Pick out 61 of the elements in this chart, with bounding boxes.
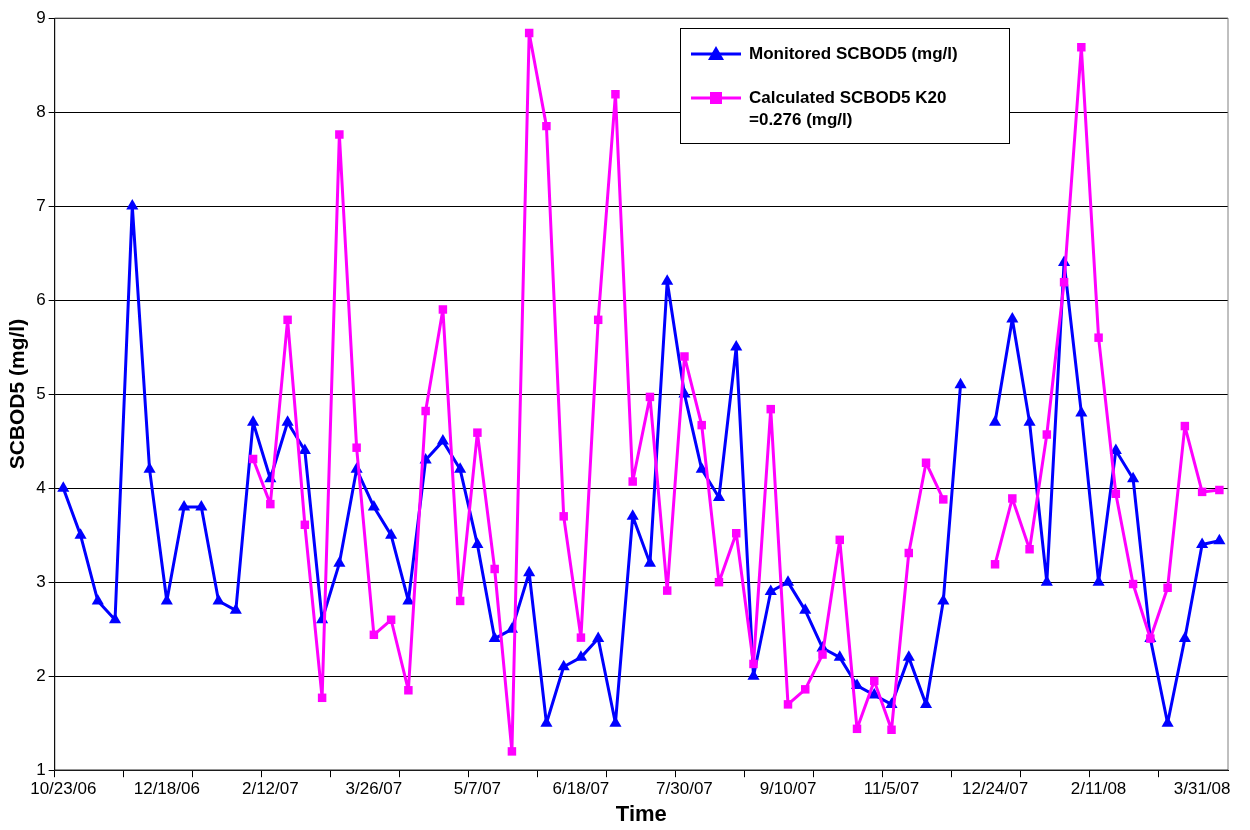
point	[490, 564, 499, 574]
x-tick-label: 10/23/06	[30, 779, 97, 799]
y-tick-label: 8	[36, 101, 46, 121]
point	[870, 676, 879, 686]
point	[1163, 583, 1172, 593]
y-tick-label: 9	[36, 7, 46, 27]
y-tick-label: 1	[36, 759, 46, 779]
x-tick-label: 12/18/06	[133, 779, 200, 799]
point	[628, 477, 637, 486]
x-axis-title: Time	[615, 800, 667, 826]
x-tick-label: 12/24/07	[961, 779, 1029, 799]
x-tick-label: 5/7/07	[453, 779, 502, 799]
point	[352, 443, 361, 452]
x-tick-label: 9/10/07	[759, 779, 817, 799]
point	[939, 495, 948, 504]
y-tick-label: 6	[36, 289, 46, 309]
point	[801, 685, 810, 694]
point	[697, 420, 706, 430]
point	[404, 686, 413, 695]
point	[662, 586, 672, 595]
y-axis-title: SCBOD5 (mg/l)	[5, 318, 29, 470]
x-tick-label: 3/31/08	[1173, 779, 1231, 799]
x-tick-label: 2/12/07	[241, 779, 299, 799]
point	[1042, 430, 1052, 439]
point	[438, 305, 448, 314]
point	[818, 650, 827, 659]
point	[335, 130, 344, 139]
point	[542, 121, 551, 131]
y-tick-label: 4	[36, 477, 46, 497]
x-tick-label: 11/5/07	[863, 779, 920, 799]
point	[1008, 494, 1017, 503]
point	[783, 700, 793, 709]
point	[1025, 545, 1034, 554]
point	[887, 725, 896, 735]
y-tick-label: 3	[36, 571, 46, 591]
point	[559, 512, 568, 521]
point	[507, 747, 517, 756]
point	[576, 633, 586, 642]
x-tick-label: 7/30/07	[656, 779, 713, 799]
point	[1094, 333, 1103, 342]
point	[266, 499, 275, 509]
point	[473, 428, 482, 437]
legend-label: Monitored SCBOD5 (mg/l)	[749, 43, 959, 65]
point	[766, 404, 775, 414]
point	[990, 560, 1000, 569]
point	[1215, 485, 1224, 495]
point	[680, 352, 689, 361]
y-tick-label: 5	[36, 383, 46, 403]
point	[749, 659, 758, 669]
x-tick-label: 3/26/07	[345, 779, 403, 799]
point	[421, 406, 430, 416]
point	[731, 529, 741, 538]
point	[611, 89, 620, 99]
legend-label: Calculated SCBOD5 K20 =0.276 (mg/l)	[749, 87, 948, 131]
x-tick-label: 2/11/08	[1070, 779, 1127, 799]
y-tick-label: 7	[36, 195, 46, 215]
point	[283, 315, 292, 325]
x-tick-label: 6/18/07	[552, 779, 610, 799]
point	[921, 458, 931, 467]
point	[1077, 42, 1086, 52]
y-tick-label: 2	[36, 665, 46, 685]
